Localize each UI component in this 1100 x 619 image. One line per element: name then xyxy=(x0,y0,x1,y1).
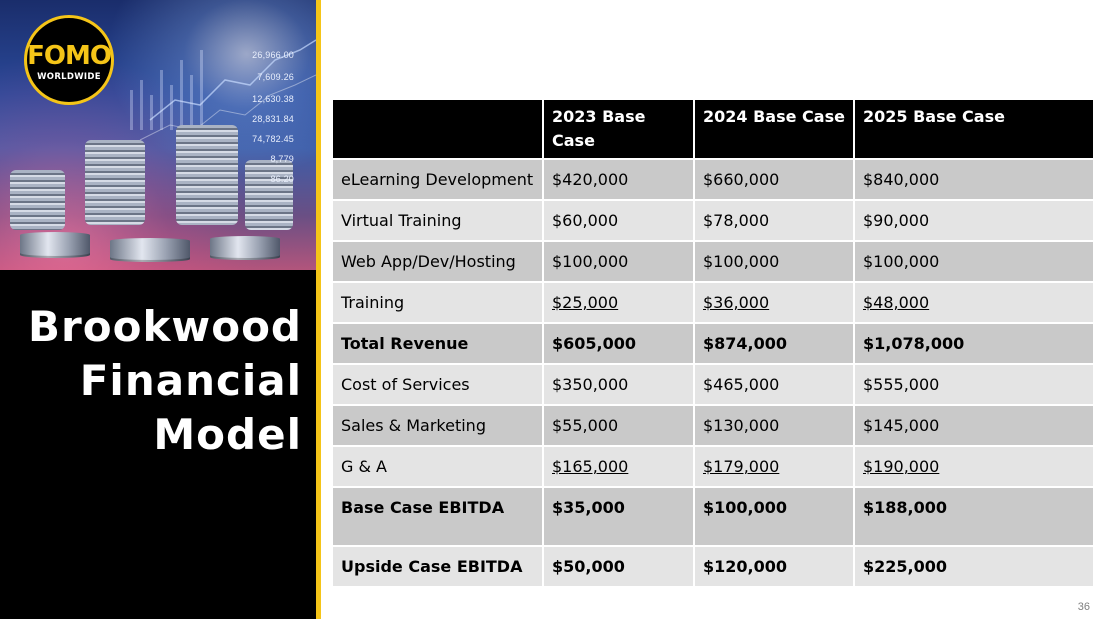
cell-value: $100,000 xyxy=(693,486,855,547)
ticker-value: 74,782.45 xyxy=(252,134,294,144)
cell-value: $165,000 xyxy=(542,445,695,488)
title-line: Brookwood xyxy=(28,302,302,351)
cell-value: $48,000 xyxy=(853,281,1095,324)
cell-value: $25,000 xyxy=(542,281,695,324)
cell-value: $179,000 xyxy=(693,445,855,488)
cell-value: $840,000 xyxy=(853,158,1095,201)
cell-value: $50,000 xyxy=(542,545,695,588)
financial-table: 2023 Base Case 2024 Base Case 2025 Base … xyxy=(331,98,1095,588)
cell-value: $465,000 xyxy=(693,363,855,406)
coin xyxy=(210,236,280,260)
row-label: Total Revenue xyxy=(331,322,544,365)
table-row: Cost of Services $350,000 $465,000 $555,… xyxy=(331,363,1095,406)
row-label: Upside Case EBITDA xyxy=(331,545,544,588)
cell-value: $78,000 xyxy=(693,199,855,242)
table-row: Web App/Dev/Hosting $100,000 $100,000 $1… xyxy=(331,240,1095,283)
cell-value: $90,000 xyxy=(853,199,1095,242)
row-label: Web App/Dev/Hosting xyxy=(331,240,544,283)
ticker-value: 8,779 xyxy=(270,154,294,164)
cell-value: $660,000 xyxy=(693,158,855,201)
stock-chart-graphic xyxy=(130,39,316,141)
table-row: Training $25,000 $36,000 $48,000 xyxy=(331,281,1095,324)
table-row: Upside Case EBITDA $50,000 $120,000 $225… xyxy=(331,545,1095,588)
underlined-value: $179,000 xyxy=(703,457,780,476)
column-header: 2023 Base Case xyxy=(542,98,695,160)
row-label: Base Case EBITDA xyxy=(331,486,544,547)
table-row: G & A $165,000 $179,000 $190,000 xyxy=(331,445,1095,488)
ticker-value: 86.20 xyxy=(270,174,294,184)
column-header: 2024 Base Case xyxy=(693,98,855,160)
page-number: 36 xyxy=(1077,601,1090,613)
title-line: Model xyxy=(153,410,302,459)
coin-stack xyxy=(245,160,293,230)
row-label: Sales & Marketing xyxy=(331,404,544,447)
coin-stack xyxy=(10,170,65,230)
underlined-value: $36,000 xyxy=(703,293,770,312)
cell-value: $188,000 xyxy=(853,486,1095,547)
ticker-value: 26,966.00 xyxy=(252,50,294,60)
ticker-value: 7,609.26 xyxy=(257,72,294,82)
hero-image: 26,966.00 7,609.26 12,630.38 28,831.84 7… xyxy=(0,0,316,270)
cell-value: $55,000 xyxy=(542,404,695,447)
cell-value: $130,000 xyxy=(693,404,855,447)
cell-value: $555,000 xyxy=(853,363,1095,406)
table-row: eLearning Development $420,000 $660,000 … xyxy=(331,158,1095,201)
column-header: 2025 Base Case xyxy=(853,98,1095,160)
title-line: Financial xyxy=(79,356,302,405)
cell-value: $60,000 xyxy=(542,199,695,242)
slide-title: Brookwood Financial Model xyxy=(2,300,302,462)
cell-value: $100,000 xyxy=(693,240,855,283)
cell-value: $1,078,000 xyxy=(853,322,1095,365)
row-label: Virtual Training xyxy=(331,199,544,242)
cell-value: $145,000 xyxy=(853,404,1095,447)
underlined-value: $48,000 xyxy=(863,293,930,312)
cell-value: $350,000 xyxy=(542,363,695,406)
coin xyxy=(20,232,90,258)
cell-value: $874,000 xyxy=(693,322,855,365)
cell-value: $225,000 xyxy=(853,545,1095,588)
table-row: Base Case EBITDA $35,000 $100,000 $188,0… xyxy=(331,486,1095,547)
logo-wordmark: FOMO xyxy=(27,40,112,71)
cell-value: $190,000 xyxy=(853,445,1095,488)
row-label: Training xyxy=(331,281,544,324)
row-label: Cost of Services xyxy=(331,363,544,406)
cell-value: $100,000 xyxy=(542,240,695,283)
ticker-value: 28,831.84 xyxy=(252,114,294,124)
ticker-value: 12,630.38 xyxy=(252,94,294,104)
left-panel: 26,966.00 7,609.26 12,630.38 28,831.84 7… xyxy=(0,0,316,619)
cell-value: $605,000 xyxy=(542,322,695,365)
cell-value: $420,000 xyxy=(542,158,695,201)
underlined-value: $25,000 xyxy=(552,293,619,312)
accent-divider xyxy=(316,0,321,619)
coin xyxy=(110,238,190,262)
cell-value: $120,000 xyxy=(693,545,855,588)
fomo-logo: FOMO WORLDWIDE xyxy=(24,15,114,105)
row-label: eLearning Development xyxy=(331,158,544,201)
column-header xyxy=(331,98,544,160)
table-row: Total Revenue $605,000 $874,000 $1,078,0… xyxy=(331,322,1095,365)
logo-subtext: WORLDWIDE xyxy=(37,71,101,82)
row-label: G & A xyxy=(331,445,544,488)
underlined-value: $165,000 xyxy=(552,457,629,476)
coin-stack xyxy=(85,140,145,225)
cell-value: $35,000 xyxy=(542,486,695,547)
cell-value: $100,000 xyxy=(853,240,1095,283)
underlined-value: $190,000 xyxy=(863,457,940,476)
table-header-row: 2023 Base Case 2024 Base Case 2025 Base … xyxy=(331,98,1095,160)
coin-stack xyxy=(176,125,238,225)
table-row: Virtual Training $60,000 $78,000 $90,000 xyxy=(331,199,1095,242)
cell-value: $36,000 xyxy=(693,281,855,324)
table-row: Sales & Marketing $55,000 $130,000 $145,… xyxy=(331,404,1095,447)
